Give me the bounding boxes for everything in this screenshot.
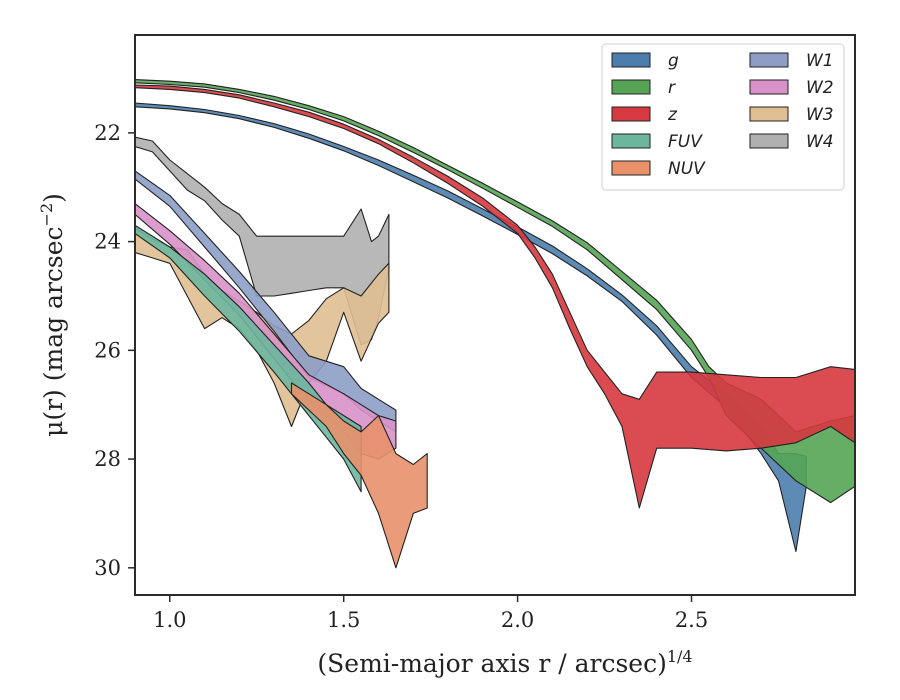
x-axis-label: (Semi-major axis r / arcsec)1/4 — [317, 647, 692, 678]
legend-label-nuv: NUV — [668, 159, 706, 179]
legend: grz FUV NUV W1 W2 W3 W4 — [602, 44, 844, 190]
x-tick-label: 2.0 — [501, 608, 534, 632]
legend-swatch-w1 — [750, 53, 788, 67]
legend-swatch-g — [612, 53, 650, 67]
y-tick-label: 30 — [94, 556, 121, 580]
x-tick-label: 1.0 — [153, 608, 186, 632]
legend-swatch-r — [612, 80, 650, 94]
x-tick-label: 2.5 — [675, 608, 708, 632]
surface-brightness-chart: 1.0 1.5 2.0 2.5 22 24 26 28 30 grz FUV NUV W1 W2 W3 W4… — [0, 0, 900, 700]
legend-label-w2: W2 — [806, 78, 834, 98]
legend-swatch-w3 — [750, 107, 788, 121]
legend-label-z: z — [667, 105, 678, 125]
legend-label-w3: W3 — [806, 105, 834, 125]
legend-label-g: g — [668, 51, 679, 71]
axis-ticks: 1.0 1.5 2.0 2.5 22 24 26 28 30 — [94, 121, 708, 632]
legend-swatch-fuv — [612, 134, 650, 148]
y-tick-label: 22 — [94, 121, 121, 145]
legend-label-r: r — [668, 78, 676, 98]
legend-label-w4: W4 — [806, 132, 834, 152]
legend-label-fuv: FUV — [668, 132, 703, 152]
y-tick-label: 24 — [94, 230, 121, 254]
x-tick-label: 1.5 — [327, 608, 360, 632]
y-tick-label: 28 — [94, 447, 121, 471]
legend-swatch-z — [612, 107, 650, 121]
legend-swatch-nuv — [612, 161, 650, 175]
y-tick-label: 26 — [94, 338, 121, 362]
legend-label-w1: W1 — [806, 51, 834, 71]
legend-swatch-w2 — [750, 80, 788, 94]
legend-swatch-w4 — [750, 134, 788, 148]
y-axis-label: μ(r) (mag arcsec−2) — [37, 193, 68, 437]
